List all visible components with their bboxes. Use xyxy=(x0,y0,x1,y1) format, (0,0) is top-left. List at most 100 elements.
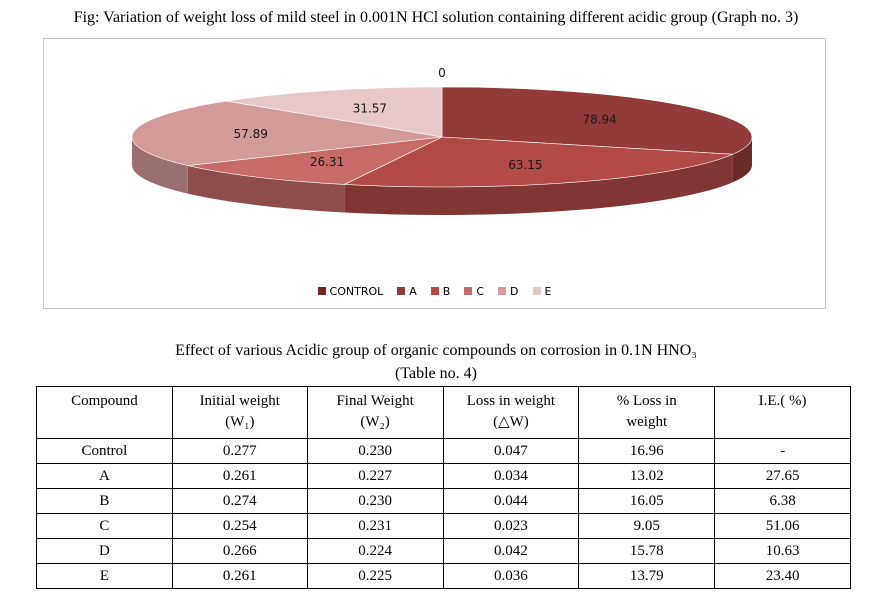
table-cell: 0.230 xyxy=(306,488,444,514)
pie-slice xyxy=(187,136,443,185)
table-cell: 0.274 xyxy=(171,488,308,514)
pie-data-label: 57.89 xyxy=(234,127,268,141)
table-cell: 0.047 xyxy=(442,438,580,464)
table-cell: D xyxy=(36,538,173,564)
table-cell: - xyxy=(714,438,851,464)
legend-swatch xyxy=(430,287,439,295)
table-row: E 0.261 0.225 0.036 13.79 23.40 xyxy=(36,563,851,589)
legend-label: C xyxy=(476,285,485,298)
legend-item: E xyxy=(532,285,552,298)
pie-slice-side xyxy=(732,137,752,183)
table-cell: 0.266 xyxy=(171,538,308,564)
legend-swatch xyxy=(498,287,507,295)
data-table: Compound Initial weight (W₁) Final Weight (W… xyxy=(36,386,851,589)
column-header: Final Weight (W₂) xyxy=(306,386,444,439)
column-header: Initial weight (W₁) xyxy=(171,386,308,439)
legend-label: E xyxy=(544,285,552,298)
pie-data-label: 78.94 xyxy=(582,112,616,126)
pie-data-label: 26.31 xyxy=(310,155,344,169)
table-cell: 0.277 xyxy=(171,438,308,464)
table-cell: 15.78 xyxy=(578,538,716,564)
column-header: I.E.( %) xyxy=(714,386,851,439)
column-header: Compound xyxy=(36,386,173,439)
table-cell: 0.036 xyxy=(442,563,580,589)
pie-data-label: 0 xyxy=(438,66,446,80)
table-row: B 0.274 0.230 0.044 16.05 6.38 xyxy=(36,488,851,514)
table-cell: 0.225 xyxy=(306,563,444,589)
table-cell: B xyxy=(36,488,173,514)
pie-slice-side xyxy=(187,165,345,213)
table-cell: 0.261 xyxy=(171,563,308,589)
pie-data-label: 31.57 xyxy=(353,101,387,115)
table-cell: Control xyxy=(36,438,173,464)
pie-top-faces xyxy=(131,86,753,188)
pie-slice xyxy=(131,100,443,166)
table-row: A 0.261 0.227 0.034 13.02 27.65 xyxy=(36,463,851,489)
pie-data-label: 63.15 xyxy=(508,158,542,172)
legend-swatch xyxy=(532,287,541,295)
table-title: Effect of various Acidic group of organi… xyxy=(175,342,697,359)
column-header-line: I.E.( %) xyxy=(758,393,807,409)
column-header: % Loss in weight xyxy=(578,386,716,439)
legend-label: CONTROL xyxy=(329,285,384,298)
table-cell: 13.79 xyxy=(578,563,716,589)
table-row: Control 0.277 0.230 0.047 16.96- xyxy=(36,438,851,464)
table-cell: 0.261 xyxy=(171,463,308,489)
column-header-line: Compound xyxy=(71,393,138,409)
table-cell: 0.044 xyxy=(442,488,580,514)
table-cell: E xyxy=(36,563,173,589)
pie-slice xyxy=(343,136,734,188)
table-cell: 0.042 xyxy=(442,538,580,564)
table-cell: 0.023 xyxy=(442,513,580,539)
legend-label: B xyxy=(442,285,451,298)
table-cell: 10.63 xyxy=(714,538,851,564)
column-header-line: (W₂) xyxy=(360,414,390,430)
table-cell: A xyxy=(36,463,173,489)
figure-title: Fig: Variation of weight loss of mild st… xyxy=(73,9,799,26)
legend-item: A xyxy=(397,285,417,298)
pie-chart-panel: 0 78.94 63.15 26.31 57.89 31.57 CONTROL A B C D E xyxy=(43,38,826,309)
column-header-line: Initial weight xyxy=(199,393,280,409)
pie-slice-side xyxy=(132,137,188,194)
table-cell: 0.230 xyxy=(306,438,444,464)
table-cell: 23.40 xyxy=(714,563,851,589)
pie-data-labels: 0 78.94 63.15 26.31 57.89 31.57 xyxy=(234,66,617,172)
table-cell: 0.224 xyxy=(306,538,444,564)
table-cell: 0.231 xyxy=(306,513,444,539)
column-header-line: % Loss in xyxy=(616,393,677,409)
legend-swatch xyxy=(317,287,326,295)
table-cell: 51.06 xyxy=(714,513,851,539)
pie-slice xyxy=(441,86,753,155)
legend-item: B xyxy=(430,285,451,298)
table-cell: 6.38 xyxy=(714,488,851,514)
legend-item: D xyxy=(498,285,519,298)
table-cell: 0.034 xyxy=(442,463,580,489)
pie-slice xyxy=(226,86,443,138)
table-cell: 9.05 xyxy=(578,513,716,539)
legend-item: C xyxy=(464,285,484,298)
table-cell: 16.96 xyxy=(578,438,716,464)
table-cell: 16.05 xyxy=(578,488,716,514)
table-subtitle: (Table no. 4) xyxy=(395,365,477,382)
column-header-line: weight xyxy=(626,414,668,430)
column-header-line: (W₁) xyxy=(225,414,255,430)
column-header-line: (△W) xyxy=(493,414,529,430)
table-cell: 13.02 xyxy=(578,463,716,489)
legend-label: D xyxy=(510,285,519,298)
table-cell: 0.254 xyxy=(171,513,308,539)
table-cell: C xyxy=(36,513,173,539)
column-header-line: Loss in weight xyxy=(466,393,556,409)
legend-swatch xyxy=(397,287,406,295)
column-header-line: Final Weight xyxy=(336,393,414,409)
legend-item: CONTROL xyxy=(317,285,384,298)
pie-chart: 0 78.94 63.15 26.31 57.89 31.57 xyxy=(131,66,753,215)
legend-swatch xyxy=(464,287,473,295)
chart-legend: CONTROL A B C D E xyxy=(44,285,825,298)
column-header: Loss in weight (△W) xyxy=(442,386,580,439)
table-cell: 0.227 xyxy=(306,463,444,489)
table-header-row: Compound Initial weight (W₁) Final Weight (W… xyxy=(36,386,851,439)
table-row: C 0.254 0.231 0.023 9.05 51.06 xyxy=(36,513,851,539)
legend-label: A xyxy=(409,285,417,298)
table-row: D 0.266 0.224 0.042 15.78 10.63 xyxy=(36,538,851,564)
table-cell: 27.65 xyxy=(714,463,851,489)
